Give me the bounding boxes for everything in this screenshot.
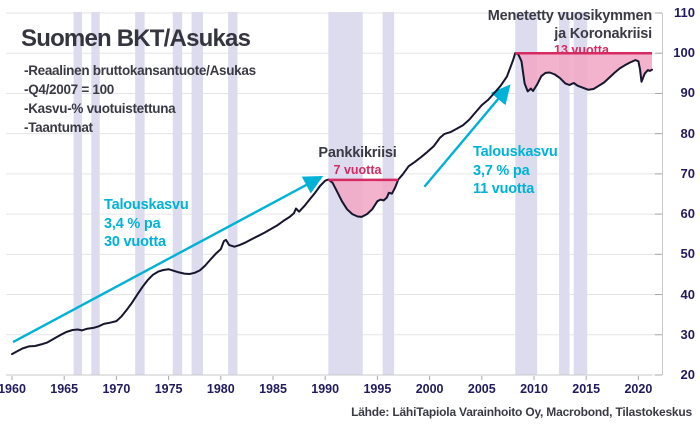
y-tick-label: 40 <box>680 286 695 302</box>
x-tick-label: 1990 <box>311 382 340 396</box>
y-tick-label: 20 <box>680 367 695 382</box>
growth2-line1: Talouskasvu <box>473 144 558 160</box>
x-tick-label: 2020 <box>624 382 653 396</box>
lost-decade-label: Menetetty vuosikymmen ja Koronakriisi <box>488 7 652 43</box>
growth1-line3: 30 vuotta <box>104 234 166 250</box>
growth2-line2: 3,7 % pa <box>473 162 530 179</box>
y-tick-label: 110 <box>674 5 695 20</box>
y-tick-label: 60 <box>680 206 695 222</box>
banking-crisis-duration: 7 vuotta <box>333 163 382 177</box>
banking-crisis-label: Pankkikriisi <box>318 145 397 161</box>
y-tick-label: 80 <box>680 125 695 141</box>
x-tick-label: 1975 <box>154 382 183 396</box>
subtitle-line-growth-pct: -Kasvu-% vuotuistettuna <box>24 101 176 116</box>
subtitle-line-real-gdp: -Reaalinen bruttokansantuote/Asukas <box>24 63 256 78</box>
y-tick-label: 50 <box>680 246 695 262</box>
lost-decade-duration: 13 vuotta <box>554 43 609 57</box>
lost-decade-line2: ja Koronakriisi <box>554 26 652 42</box>
growth-annotation-2: Talouskasvu 3,7 % pa 11 vuotta <box>473 143 558 199</box>
y-tick-label: 100 <box>673 45 695 61</box>
growth-annotation-1: Talouskasvu 3,4 % pa 30 vuotta <box>104 196 189 252</box>
x-tick-label: 2005 <box>467 382 496 396</box>
x-tick-label: 1970 <box>102 382 131 396</box>
x-tick-label: 2000 <box>415 382 444 396</box>
x-tick-label: 1985 <box>259 382 287 396</box>
y-tick-label: 30 <box>680 326 695 342</box>
growth1-line1: Talouskasvu <box>104 197 189 213</box>
y-tick-label: 70 <box>680 165 695 181</box>
source-attribution: Lähde: LähiTapiola Varainhoito Oy, Macro… <box>351 405 692 419</box>
chart-subtitle: -Reaalinen bruttokansantuote/Asukas -Q4/… <box>24 61 256 137</box>
growth2-line3: 11 vuotta <box>473 181 535 197</box>
subtitle-line-recessions: -Taantumat <box>24 120 93 135</box>
x-tick-label: 1980 <box>206 382 235 396</box>
x-tick-label: 1995 <box>363 382 392 396</box>
subtitle-line-index-base: -Q4/2007 = 100 <box>24 82 114 97</box>
x-tick-label: 2015 <box>572 382 601 396</box>
x-tick-label: 2010 <box>520 382 548 396</box>
x-tick-label: 1965 <box>50 382 79 396</box>
growth1-line2: 3,4 % pa <box>104 215 161 232</box>
x-tick-label: 1960 <box>0 382 26 396</box>
page-title: Suomen BKT/Asukas <box>21 25 251 52</box>
lost-decade-line1: Menetetty vuosikymmen <box>487 8 652 24</box>
y-tick-label: 90 <box>680 85 695 101</box>
